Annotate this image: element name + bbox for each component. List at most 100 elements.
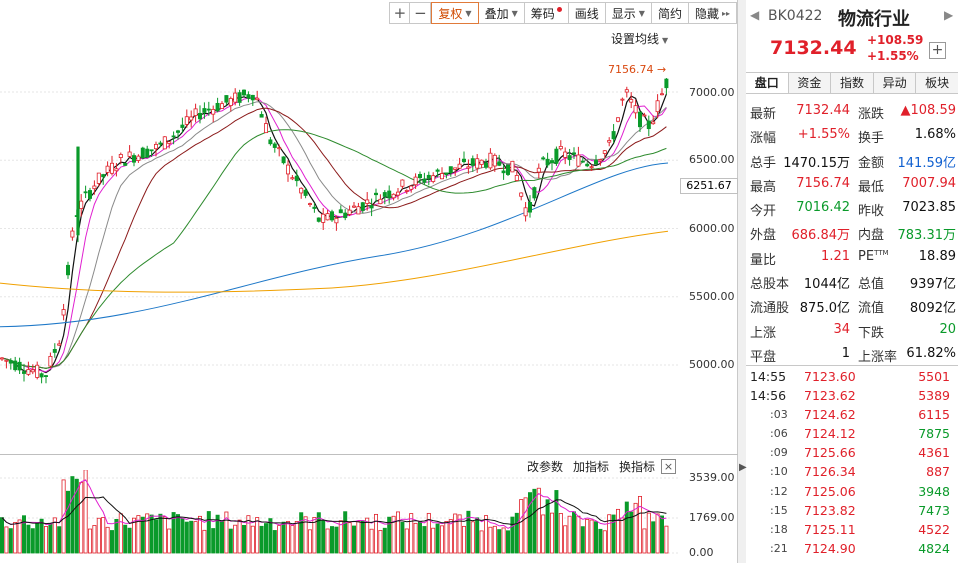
ma-setting-button[interactable]: 设置均线 ▼ — [611, 30, 668, 47]
zoom-out-button[interactable]: − — [410, 2, 432, 24]
volume-bar — [351, 525, 356, 554]
volume-bar — [321, 520, 326, 554]
stat-value: 20 — [939, 321, 956, 337]
candle-body — [439, 173, 444, 180]
stat-value: 686.84万 — [791, 228, 851, 244]
yincang-button[interactable]: 隐藏 ▸▸ — [688, 2, 737, 24]
zoom-in-button[interactable]: + — [389, 2, 411, 24]
tick-volume: 6115 — [918, 407, 950, 423]
panel-splitter[interactable] — [738, 0, 746, 563]
candlestick-chart[interactable] — [0, 50, 738, 450]
switch-indicator-button[interactable]: 换指标 — [619, 460, 656, 474]
candle-body — [268, 139, 273, 145]
candle-body — [422, 178, 427, 183]
stat-label-text: 流值 — [858, 301, 885, 317]
candle-body — [497, 161, 502, 166]
stat-value: 7132.44 — [796, 103, 850, 118]
volume-bar — [479, 530, 484, 554]
candle-body — [303, 189, 308, 196]
ma-line — [1, 101, 667, 369]
candle-body — [343, 212, 348, 219]
candle-body — [171, 135, 176, 138]
collapse-arrow-icon[interactable]: ▶ — [739, 462, 747, 473]
volume-bar — [360, 520, 365, 554]
volume-bar — [431, 527, 436, 554]
fuquan-button[interactable]: 复权 ▼ — [431, 2, 479, 24]
chouma-button[interactable]: 筹码 — [524, 2, 569, 24]
stat-value: 34 — [833, 321, 850, 337]
stat-label: 今开 — [750, 204, 777, 220]
candle-body — [145, 148, 150, 158]
stat-value: 7156.74 — [796, 175, 850, 191]
tick-volume: 887 — [926, 464, 950, 480]
tab-yidong[interactable]: 异动 — [873, 73, 917, 93]
volume-bar — [633, 502, 638, 554]
xianshi-button[interactable]: 显示 ▼ — [605, 2, 652, 24]
tab-bankuai[interactable]: 板块 — [916, 73, 958, 93]
candle-body — [92, 185, 97, 190]
candle-body — [79, 200, 84, 209]
candle-body — [444, 172, 449, 176]
prev-stock-icon[interactable]: ◀ — [750, 8, 760, 22]
add-watchlist-button[interactable]: + — [929, 42, 946, 59]
volume-bar — [545, 499, 550, 554]
stat-label-text: 最低 — [858, 179, 885, 195]
candle-body — [149, 149, 154, 152]
volume-bar — [70, 476, 75, 554]
stat-value: 7016.42 — [796, 200, 850, 216]
tab-zijin[interactable]: 资金 — [788, 73, 832, 93]
tick-list[interactable]: 14:55 7123.60 5501 14:56 7123.62 5389:03 7124.… — [746, 368, 958, 559]
diejia-button[interactable]: 叠加 ▼ — [478, 2, 525, 24]
volume-bar — [660, 515, 665, 554]
change-params-button[interactable]: 改参数 — [527, 460, 564, 474]
chart-toolbar: + − 复权 ▼ 叠加 ▼ 筹码 画线 显示 ▼ 简约 隐藏 ▸▸ — [389, 2, 737, 24]
close-icon[interactable]: × — [661, 459, 676, 474]
stat-label: 流值 — [858, 297, 884, 316]
candle-body — [312, 206, 317, 209]
stat-label: 总值 — [858, 273, 884, 292]
stat-label: 下跌 — [858, 322, 884, 341]
tab-zhishu[interactable]: 指数 — [831, 73, 874, 93]
kline-chart-area[interactable]: + − 复权 ▼ 叠加 ▼ 筹码 画线 显示 ▼ 简约 隐藏 ▸▸ 设置均线 ▼ 7156… — [0, 0, 738, 563]
volume-bar — [21, 515, 26, 554]
add-indicator-button[interactable]: 加指标 — [573, 460, 610, 474]
pane-divider[interactable] — [0, 454, 738, 455]
candle-body — [35, 364, 40, 378]
volume-bar — [651, 521, 656, 554]
candle-body — [123, 163, 128, 166]
stat-label: 内盘 — [858, 224, 884, 243]
tick-row: :12 7125.06 3948 — [746, 483, 958, 502]
stat-label-text: 金额 — [858, 155, 885, 171]
volume-bar — [83, 470, 88, 554]
volume-bar — [523, 497, 528, 554]
candle-body — [453, 167, 458, 170]
volume-bar — [285, 521, 290, 554]
volume-bar — [536, 487, 541, 554]
candle-body — [589, 166, 594, 169]
volume-bar — [338, 520, 343, 554]
candle-body — [505, 164, 510, 175]
candle-body — [285, 164, 290, 175]
volume-bar — [61, 479, 66, 554]
candle-body — [88, 190, 93, 199]
next-stock-icon[interactable]: ▶ — [944, 8, 954, 22]
volume-bar — [448, 519, 453, 554]
jianyue-button[interactable]: 简约 — [651, 2, 689, 24]
huaxian-button[interactable]: 画线 — [568, 2, 606, 24]
candle-body — [391, 193, 396, 199]
tab-pankou[interactable]: 盘口 — [746, 73, 789, 93]
candle-body — [153, 143, 158, 150]
candle-body — [554, 148, 559, 164]
candle-body — [629, 99, 634, 103]
candle-body — [400, 179, 405, 187]
volume-chart[interactable] — [0, 470, 738, 563]
candle-body — [118, 154, 123, 158]
stat-row: 量比 1.21 PETTM 18.89 — [746, 246, 958, 270]
candle-body — [334, 217, 339, 224]
volume-ma-line — [1, 496, 667, 526]
dropdown-triangle-icon: ▼ — [638, 8, 645, 18]
ma-line — [1, 107, 667, 369]
candle-body — [660, 93, 665, 96]
stat-row: 最高 7156.74 最低 7007.94 — [746, 173, 958, 197]
candle-body — [250, 94, 255, 101]
